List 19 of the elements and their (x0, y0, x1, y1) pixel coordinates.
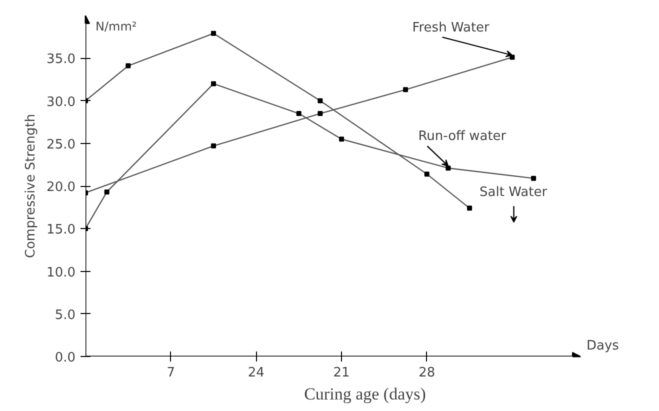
y-tick-label: 0.0 (54, 350, 76, 366)
x-tick-label: 21 (333, 366, 350, 380)
x-axis-title: Curing age (days) (304, 384, 426, 404)
y-tick-label: 30.0 (46, 94, 76, 110)
text: Fresh Water (412, 20, 490, 36)
y-tick-label: 25.0 (46, 137, 76, 152)
text: Days (586, 338, 620, 354)
x-tick-label: 7 (166, 366, 175, 380)
y-tick-label: 10.0 (46, 265, 76, 280)
y-tick-label: 15.0 (46, 222, 76, 238)
annotation: N/mm² (96, 20, 137, 34)
y-tick-label: 5.0 (54, 308, 76, 323)
x-tick-label: 24 (248, 366, 264, 380)
x-tick-label: 28 (418, 366, 436, 380)
y-tick-label: 20.0 (46, 180, 76, 195)
series-label: Run-off water (418, 129, 507, 144)
y-tick-label: 35.0 (46, 52, 76, 68)
series-label: Salt Water (480, 185, 548, 200)
y-axis-title: Compressive Strength (24, 114, 39, 258)
